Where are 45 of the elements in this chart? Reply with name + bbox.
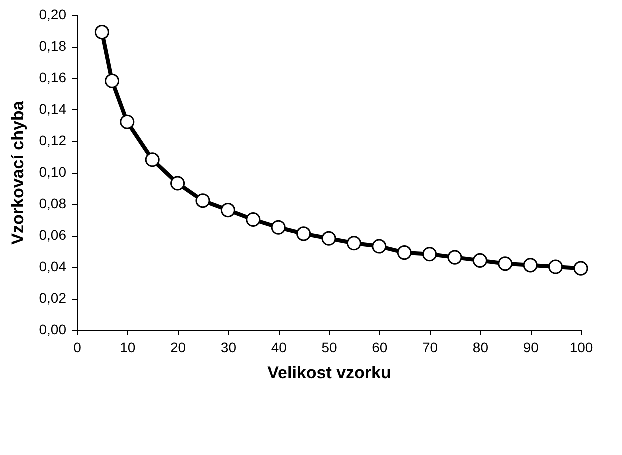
point (448, 250, 462, 265)
x-tick-label: 0 (74, 340, 82, 356)
x-tick-label: 70 (422, 340, 438, 356)
point (372, 239, 387, 254)
y-tick-label: 0,12 (39, 132, 67, 148)
y-axis-title: Vzorkovací chyba (8, 100, 28, 245)
point (397, 246, 412, 260)
x-tick-label: 10 (120, 340, 136, 356)
y-tick-label: 0,20 (39, 6, 67, 22)
point (220, 203, 236, 218)
x-tick-label: 100 (570, 340, 594, 356)
point (271, 220, 286, 235)
x-tick-label: 90 (523, 340, 540, 356)
y-tick-label: 0,00 (39, 322, 67, 338)
point (322, 231, 336, 246)
point (548, 260, 564, 274)
y-tick-label: 0,16 (39, 70, 67, 86)
x-tick-label: 80 (472, 340, 489, 356)
x-tick-label: 30 (220, 340, 237, 356)
y-tick-label: 0,04 (39, 258, 67, 274)
y-tick-label: 0,06 (39, 227, 67, 243)
point (296, 226, 312, 242)
y-tick-label: 0,14 (39, 101, 67, 117)
point (94, 25, 110, 40)
x-tick-label: 40 (271, 340, 288, 356)
x-axis-title: Velikost vzorku (268, 364, 392, 382)
point (145, 152, 160, 168)
x-tick-label: 20 (170, 340, 186, 356)
point (246, 212, 261, 228)
point (574, 261, 588, 276)
point (105, 74, 120, 88)
point (472, 253, 488, 268)
point (346, 236, 362, 251)
point (196, 194, 210, 208)
y-tick-label: 0,10 (39, 164, 67, 180)
x-tick-label: 60 (372, 340, 388, 356)
y-tick-label: 0,08 (39, 196, 67, 212)
point (523, 258, 538, 273)
y-tick-label: 0,18 (39, 38, 67, 54)
point (498, 256, 513, 272)
point (422, 247, 438, 262)
y-tick-label: 0,02 (39, 290, 67, 306)
point (170, 176, 186, 191)
point (120, 114, 135, 130)
x-tick-label: 50 (322, 340, 338, 356)
